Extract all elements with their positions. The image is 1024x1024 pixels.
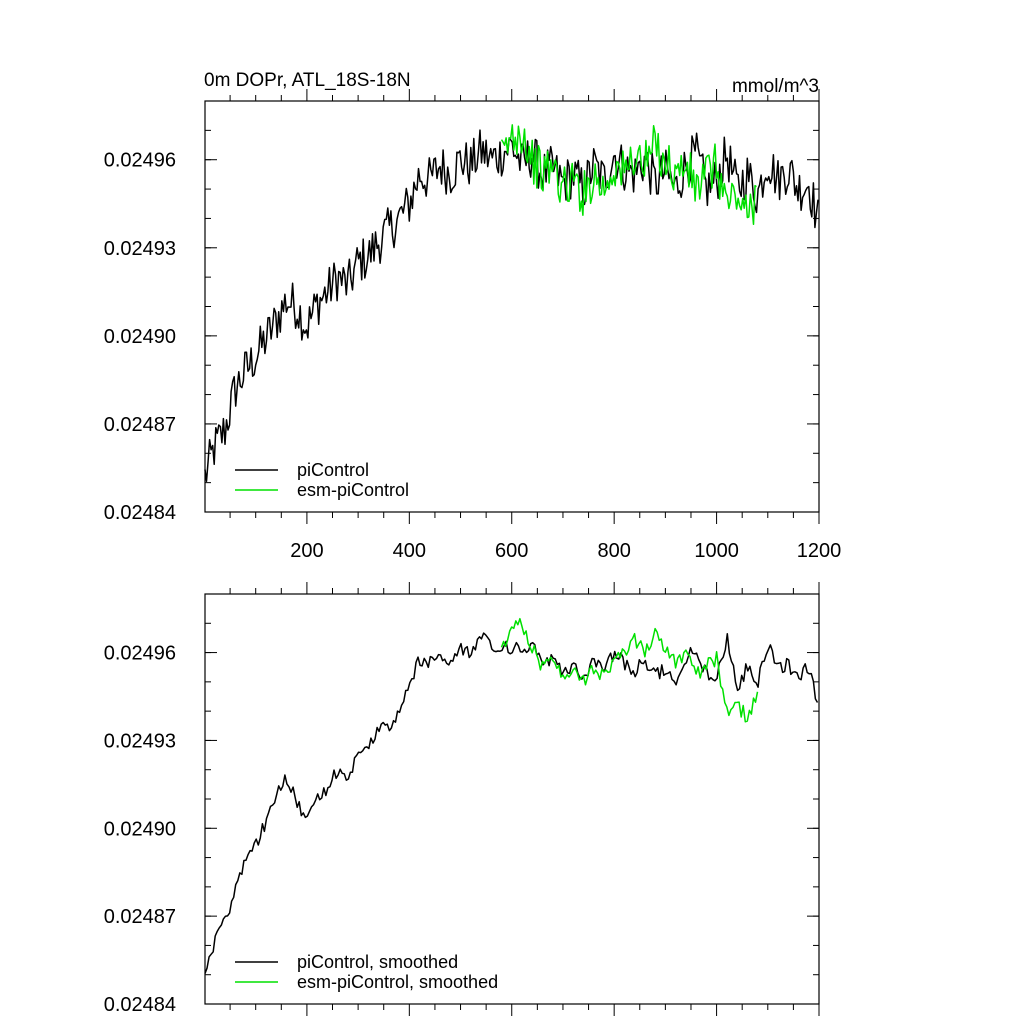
legend-label-picontrol-smoothed: piControl, smoothed bbox=[297, 952, 458, 972]
legend-label-esm-picontrol: esm-piControl bbox=[297, 480, 409, 500]
series-line-picontrol-smoothed bbox=[204, 632, 819, 974]
x-tick-label: 800 bbox=[597, 540, 630, 562]
x-tick-label: 600 bbox=[495, 540, 528, 562]
x-tick-label: 1000 bbox=[694, 540, 739, 562]
y-tick-label: 0.02484 bbox=[104, 994, 176, 1016]
y-tick-label: 0.02487 bbox=[104, 414, 176, 436]
legend: piControl esm-piControl bbox=[235, 460, 409, 500]
y-tick-labels: 0.02484 0.02487 0.02490 0.02493 0.02496 bbox=[104, 643, 176, 1016]
y-tick-label: 0.02490 bbox=[104, 326, 176, 348]
x-tick-label: 1200 bbox=[797, 540, 842, 562]
series-line-esm-picontrol-smoothed bbox=[500, 617, 759, 723]
series-line-picontrol bbox=[204, 129, 819, 483]
y-tick-label: 0.02493 bbox=[104, 730, 176, 752]
panel-smoothed: 0.02484 0.02487 0.02490 0.02493 0.02496 piCo… bbox=[104, 582, 820, 1016]
chart-title: 0m DOPr, ATL_18S-18N bbox=[204, 70, 411, 91]
y-tick-label: 0.02484 bbox=[104, 502, 176, 524]
y-tick-label: 0.02496 bbox=[104, 150, 176, 172]
units-label: mmol/m^3 bbox=[732, 76, 819, 97]
tick-marks bbox=[205, 582, 820, 1016]
legend: piControl, smoothed esm-piControl, smoot… bbox=[235, 952, 498, 992]
y-tick-labels: 0.02484 0.02487 0.02490 0.02493 0.02496 bbox=[104, 150, 176, 524]
panel-raw: 0m DOPr, ATL_18S-18N mmol/m^3 0.024840.0… bbox=[104, 70, 842, 562]
tick-marks bbox=[205, 89, 820, 524]
legend-label-esm-picontrol-smoothed: esm-piControl, smoothed bbox=[297, 972, 498, 992]
series-group bbox=[204, 617, 819, 974]
series-group bbox=[204, 124, 819, 483]
y-tick-label: 0.02487 bbox=[104, 906, 176, 928]
y-tick-label: 0.02493 bbox=[104, 238, 176, 260]
y-tick-label: 0.02490 bbox=[104, 818, 176, 840]
y-tick-label: 0.02496 bbox=[104, 643, 176, 665]
legend-label-picontrol: piControl bbox=[297, 460, 369, 480]
x-tick-label: 400 bbox=[393, 540, 426, 562]
x-tick-label: 200 bbox=[290, 540, 323, 562]
series-line-esm-picontrol bbox=[500, 124, 757, 226]
x-tick-labels: 200 400 600 800 1000 1200 bbox=[290, 540, 841, 562]
plot-frame bbox=[204, 593, 820, 1005]
